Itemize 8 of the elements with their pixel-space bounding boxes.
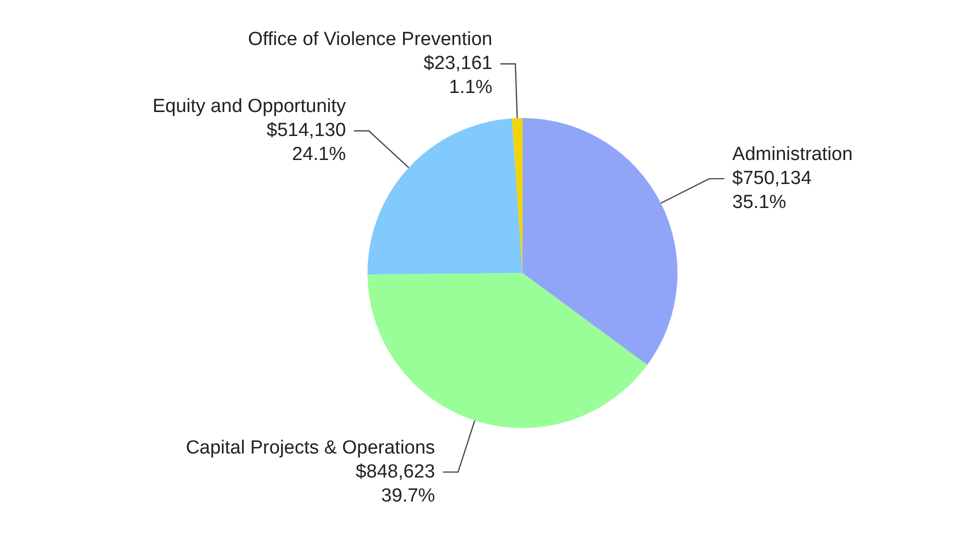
slice-label: Office of Violence Prevention [248, 29, 492, 50]
data-label: $514,130 24.1% [266, 120, 346, 166]
data-label: $23,161 1.1% [424, 53, 492, 98]
data-label: $848,623 39.7% [356, 461, 436, 506]
slice-label: Equity and Opportunity [152, 96, 346, 118]
slice-label: Administration [732, 144, 853, 165]
slice-label: Capital Projects & Operations [186, 437, 436, 458]
data-label: $750,134 35.1% [732, 168, 812, 213]
